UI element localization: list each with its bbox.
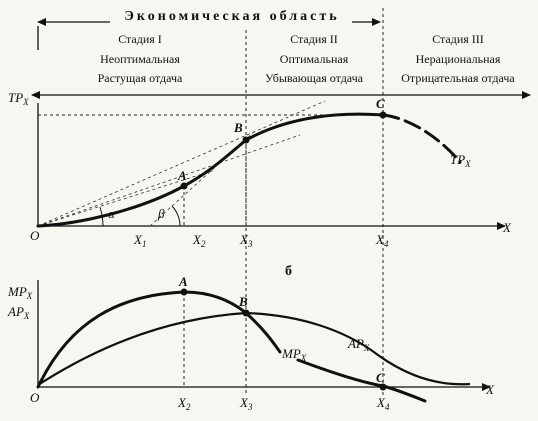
tp-origin-label: O — [30, 228, 40, 243]
svg-text:Стадия I: Стадия I — [118, 32, 162, 46]
tp-curve-label: TPX — [450, 152, 471, 169]
tp-chart: TPX X O α β A B C TPX X1 X2 X3 X4 — [8, 90, 512, 249]
stage-2-label: Стадия II Оптимальная Убывающая отдача — [265, 32, 364, 85]
mp-point-a-label: A — [178, 274, 188, 289]
mp-ap-x-axis-label: X — [485, 382, 495, 397]
mp-ap-x-tick-x2: X2 — [177, 395, 191, 412]
svg-text:Растущая отдача: Растущая отдача — [98, 71, 183, 85]
svg-text:Убывающая отдача: Убывающая отдача — [265, 71, 364, 85]
angle-beta-arc — [171, 205, 181, 227]
mp-point-a — [180, 288, 188, 296]
svg-text:Оптимальная: Оптимальная — [280, 52, 349, 66]
tp-x-tick-x1: X1 — [133, 232, 146, 249]
svg-text:Неоптимальная: Неоптимальная — [100, 52, 180, 66]
svg-text:Стадия III: Стадия III — [432, 32, 484, 46]
mp-ap-x-tick-x3: X3 — [239, 395, 253, 412]
tp-point-c — [379, 111, 387, 119]
tp-point-b — [242, 136, 250, 144]
tp-curve-declining — [381, 113, 462, 164]
tp-point-a — [180, 182, 188, 190]
tp-x-tick-x2: X2 — [192, 232, 206, 249]
economic-region-title: Экономическая область — [124, 9, 339, 24]
tp-x-axis-label: X — [502, 220, 512, 235]
mp-ap-point-b — [242, 309, 250, 317]
mp-ap-x-tick-x4: X4 — [376, 395, 390, 412]
ray-to-a — [37, 169, 216, 227]
mp-ap-point-b-label: B — [238, 294, 248, 309]
economic-region-header: Экономическая область — [37, 9, 381, 26]
stage-1-label: Стадия I Неоптимальная Растущая отдача — [98, 32, 183, 85]
svg-text:Нерациональная: Нерациональная — [416, 52, 501, 66]
tp-point-b-label: B — [233, 120, 243, 135]
tp-point-c-label: C — [376, 96, 385, 111]
mp-point-c-label: C — [376, 370, 385, 385]
mp-curve — [36, 290, 282, 389]
tp-point-a-label: A — [177, 168, 187, 183]
ap-curve — [37, 311, 471, 386]
mp-ap-origin-label: O — [30, 390, 40, 405]
ray-to-b — [37, 100, 326, 227]
mp-y-axis-label: MPX — [7, 284, 33, 301]
angle-alpha: α — [108, 206, 116, 221]
ap-curve-label: APX — [347, 336, 370, 353]
mp-curve-label: MPX — [281, 346, 307, 363]
angle-beta: β — [157, 206, 165, 221]
mp-point-c — [379, 383, 387, 391]
ray-c — [37, 134, 301, 227]
mp-ap-chart: MPX APX X O A B C MPX APX X2 X3 X4 — [7, 274, 495, 412]
stage-3-label: Стадия III Нерациональная Отрицательная … — [401, 32, 515, 85]
svg-text:Отрицательная отдача: Отрицательная отдача — [401, 71, 515, 85]
tp-x-tick-x4: X4 — [375, 232, 389, 249]
panel-label-b: б — [285, 264, 292, 279]
ap-y-axis-label: APX — [7, 304, 30, 321]
tp-x-tick-x3: X3 — [239, 232, 253, 249]
svg-text:Стадия II: Стадия II — [290, 32, 338, 46]
mp-curve-tail — [296, 358, 427, 403]
angle-alpha-arc — [99, 206, 104, 227]
tp-y-axis-label: TPX — [8, 90, 29, 107]
tp-curve — [36, 112, 385, 228]
